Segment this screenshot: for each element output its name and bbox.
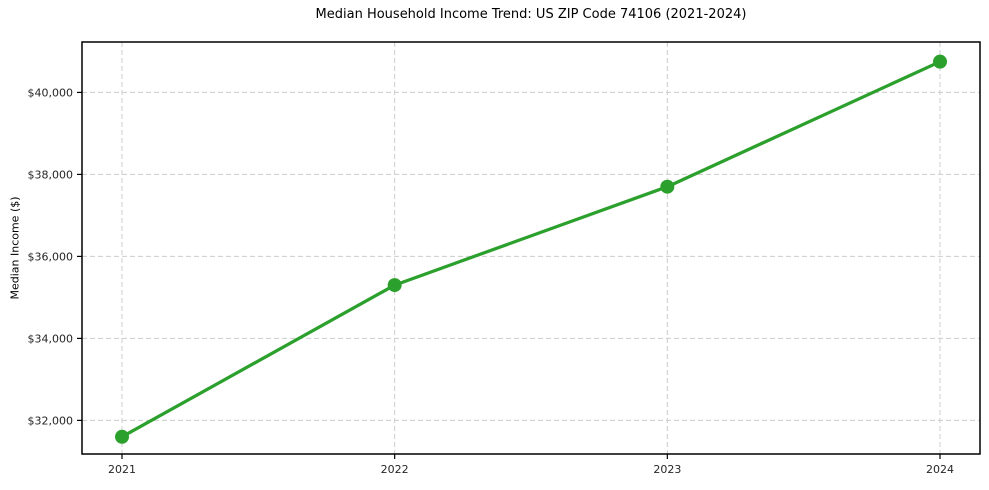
- y-tick-label: $34,000: [28, 332, 74, 345]
- x-tick-label: 2024: [926, 463, 954, 476]
- x-tick-label: 2023: [653, 463, 681, 476]
- y-tick-label: $32,000: [28, 414, 74, 427]
- y-tick-label: $36,000: [28, 250, 74, 263]
- data-point-marker: [933, 54, 947, 69]
- x-tick-label: 2021: [108, 463, 136, 476]
- plot-border: [81, 41, 981, 455]
- data-point-marker: [660, 179, 675, 194]
- y-tick-label: $40,000: [28, 86, 74, 99]
- x-tick-label: 2022: [381, 463, 409, 476]
- income-trend-line: [120, 60, 942, 439]
- chart-title: Median Household Income Trend: US ZIP Co…: [315, 7, 747, 22]
- y-tick-label: $38,000: [28, 168, 74, 181]
- data-point-marker: [115, 429, 129, 444]
- data-point-marker: [387, 278, 402, 293]
